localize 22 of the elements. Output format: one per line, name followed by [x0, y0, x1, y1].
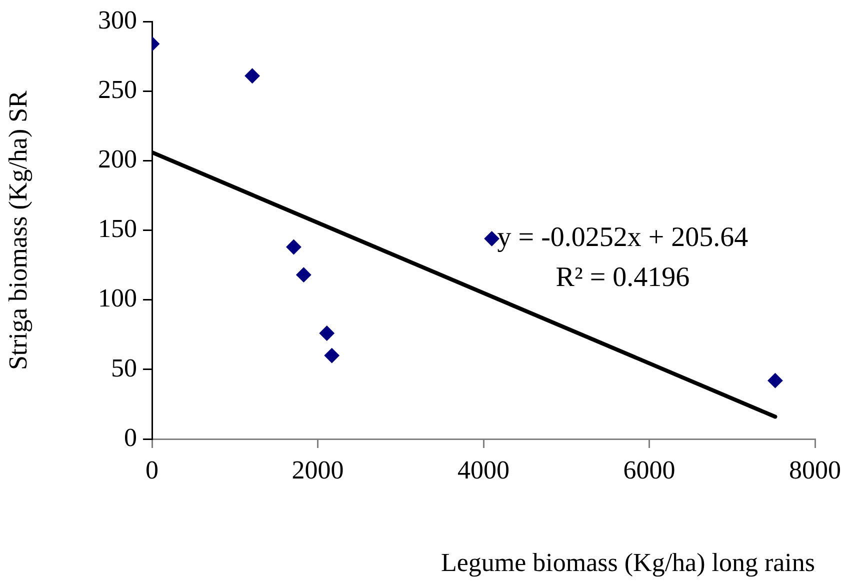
point — [296, 267, 312, 282]
y-tick-label: 150 — [98, 214, 137, 244]
point — [768, 373, 783, 388]
y-axis-title: Striga biomass (Kg/ha) SR — [3, 90, 32, 370]
y-tick-label: 300 — [98, 5, 137, 34]
y-tick-label: 50 — [111, 353, 137, 382]
point — [286, 239, 302, 254]
y-tick-label: 200 — [98, 144, 137, 174]
y-tick-label: 250 — [98, 74, 137, 104]
point — [324, 348, 340, 364]
point — [244, 68, 260, 84]
point — [319, 326, 334, 341]
y-tick-label: 100 — [98, 284, 137, 313]
annotation: R² = 0.4196 — [556, 262, 690, 294]
x-tick-label: 4000 — [458, 455, 510, 484]
y-tick-label: 0 — [124, 422, 137, 452]
x-tick-label: 2000 — [292, 455, 344, 484]
x-tick-label: 8000 — [789, 455, 841, 484]
annotation: y = -0.0252x + 205.64 — [497, 222, 748, 254]
x-tick-label: 6000 — [623, 455, 676, 484]
x-tick-label: 0 — [146, 455, 158, 484]
x-axis-title: Legume biomass (Kg/ha) long rains — [440, 548, 815, 578]
